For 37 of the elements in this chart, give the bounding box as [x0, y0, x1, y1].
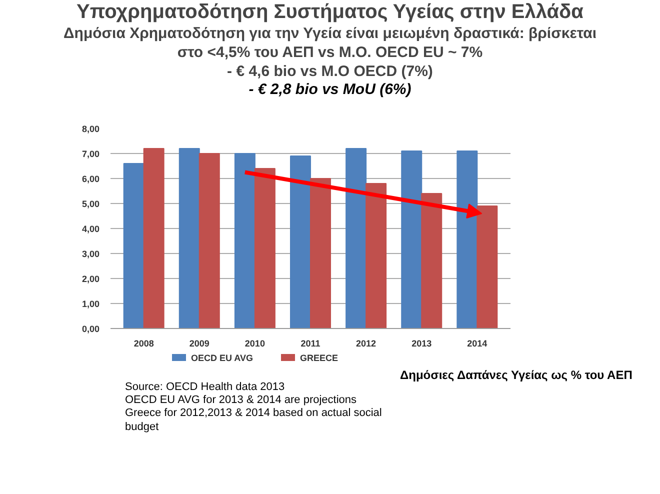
bar [366, 183, 387, 328]
y-tick-label: 7,00 [82, 149, 100, 159]
legend-label: GREECE [299, 352, 338, 365]
text: Δημόσιες Δαπάνες Υγείας ως % του ΑΕΠ [400, 367, 632, 384]
y-tick-label: 5,00 [82, 199, 100, 209]
bar [143, 148, 164, 328]
bar [310, 178, 331, 328]
x-tick-label: 2008 [134, 338, 154, 348]
y-tick-label: 6,00 [82, 174, 100, 184]
text: OECD EU AVG for 2013 & 2014 are projections [125, 394, 358, 408]
text: Greece for 2012,2013 & 2014 based on actual social budget [125, 407, 383, 434]
legend-label: OECD EU AVG [190, 352, 253, 365]
x-tick-label: 2010 [244, 338, 265, 348]
x-tick-label: 2009 [189, 338, 210, 348]
bar [290, 156, 311, 328]
y-tick-label: 2,00 [82, 274, 100, 284]
y-tick-label: 1,00 [82, 299, 100, 309]
chart-title: Υποχρηματοδότηση Συστήματος Υγείας στην Ελλάδα [76, 0, 584, 25]
bar [476, 206, 498, 328]
bar [178, 148, 200, 328]
source-note: Source: OECD Health data 2013 [125, 381, 286, 394]
x-tick-label: 2011 [300, 338, 320, 348]
bar [421, 193, 442, 328]
x-tick-label: 2013 [412, 338, 432, 348]
chart-subtitle: Δημόσια Χρηματοδότηση για την Υγεία είναι μειωμένη δραστικά: βρίσκεται στο <4,5% του ΑΕΠ vs M.O. OECD EU ~ 7% - € 4,6 bio vs M.O OECD (7%) - € 2,8 bio vs MoU (6%) [62, 25, 598, 100]
x-tick-label: 2012 [356, 338, 376, 348]
bar [401, 150, 422, 328]
bar [234, 153, 256, 328]
y-tick-label: 8,00 [82, 124, 100, 134]
x-tick-label: 2014 [467, 338, 488, 348]
y-tick-label: 4,00 [82, 224, 100, 234]
y-tick-label: 0,00 [82, 324, 100, 334]
bar [198, 153, 220, 328]
bar [254, 168, 276, 328]
y-tick-label: 3,00 [82, 249, 100, 259]
bar [346, 148, 367, 328]
bar [123, 163, 144, 328]
